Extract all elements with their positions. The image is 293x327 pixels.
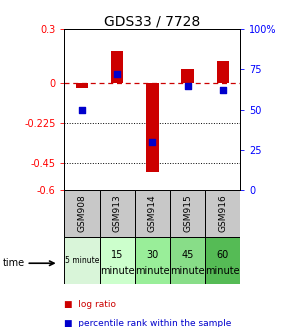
Point xyxy=(150,139,155,144)
Text: time: time xyxy=(3,258,25,268)
Text: 45: 45 xyxy=(181,250,194,260)
Text: GSM915: GSM915 xyxy=(183,195,192,232)
Text: minute: minute xyxy=(100,266,134,276)
Text: 60: 60 xyxy=(217,250,229,260)
Title: GDS33 / 7728: GDS33 / 7728 xyxy=(104,14,200,28)
Point xyxy=(115,72,120,77)
Bar xyxy=(64,237,100,284)
Text: 30: 30 xyxy=(146,250,159,260)
Bar xyxy=(170,190,205,237)
Bar xyxy=(135,237,170,284)
Text: 15: 15 xyxy=(111,250,123,260)
Text: ■  log ratio: ■ log ratio xyxy=(64,300,116,309)
Bar xyxy=(135,190,170,237)
Point xyxy=(185,83,190,88)
Bar xyxy=(111,51,123,83)
Bar xyxy=(100,237,135,284)
Text: minute: minute xyxy=(205,266,240,276)
Bar xyxy=(146,83,159,172)
Bar xyxy=(217,61,229,83)
Text: GSM908: GSM908 xyxy=(78,195,86,232)
Bar xyxy=(76,83,88,88)
Bar xyxy=(100,190,135,237)
Text: GSM913: GSM913 xyxy=(113,195,122,232)
Bar xyxy=(205,237,240,284)
Bar xyxy=(205,190,240,237)
Text: 5 minute: 5 minute xyxy=(65,256,99,265)
Point xyxy=(220,88,225,93)
Text: GSM916: GSM916 xyxy=(218,195,227,232)
Text: ■  percentile rank within the sample: ■ percentile rank within the sample xyxy=(64,319,232,327)
Bar xyxy=(170,237,205,284)
Text: GSM914: GSM914 xyxy=(148,195,157,232)
Text: minute: minute xyxy=(170,266,205,276)
Point xyxy=(80,107,84,112)
Bar xyxy=(181,69,194,83)
Bar xyxy=(64,190,100,237)
Text: minute: minute xyxy=(135,266,170,276)
